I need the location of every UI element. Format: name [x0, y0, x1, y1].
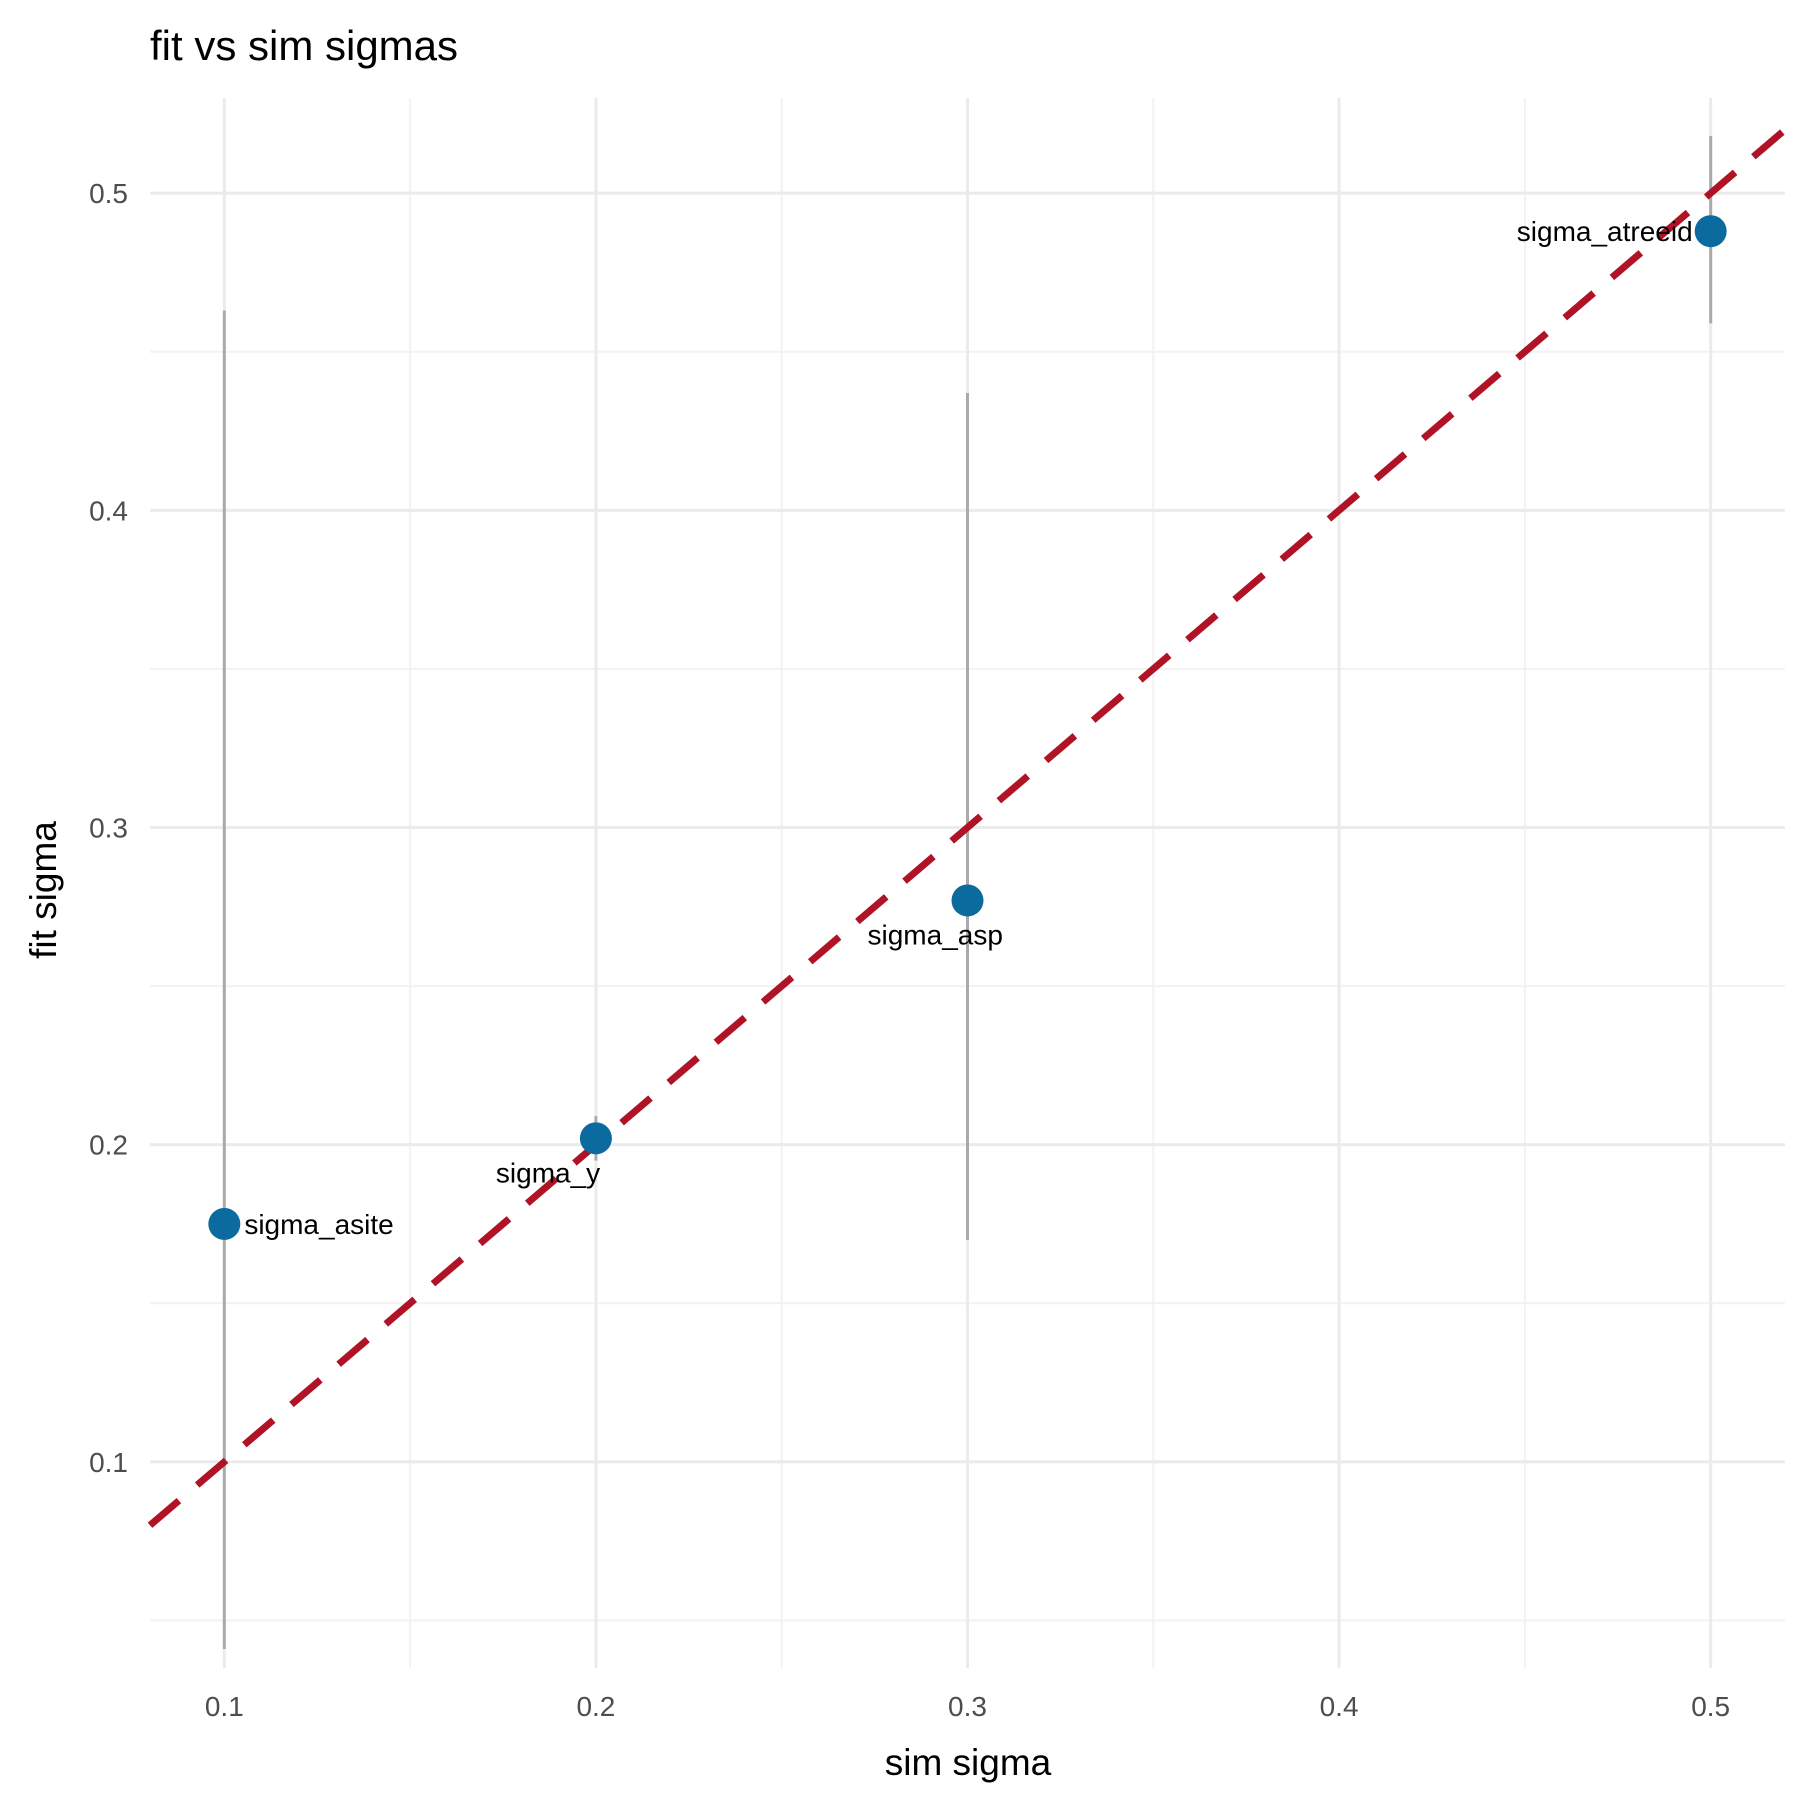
y-tick-label: 0.3: [89, 812, 128, 843]
data-point: [951, 884, 984, 917]
x-axis-title: sim sigma: [885, 1742, 1052, 1783]
point-layer: [208, 215, 1727, 1240]
tick-label-layer: 0.1 0.2 0.3 0.4 0.5 0.1 0.2 0.3 0.4 0.5: [89, 178, 1730, 1722]
y-tick-label: 0.2: [89, 1130, 128, 1161]
point-label: sigma_y: [496, 1157, 600, 1188]
y-tick-label: 0.5: [89, 178, 128, 209]
x-tick-label: 0.2: [576, 1691, 615, 1722]
point-label: sigma_atreeid: [1517, 216, 1693, 247]
x-tick-label: 0.1: [205, 1691, 244, 1722]
y-tick-label: 0.4: [89, 495, 128, 526]
data-point: [1694, 215, 1727, 248]
chart-title: fit vs sim sigmas: [150, 22, 458, 69]
x-tick-label: 0.3: [948, 1691, 987, 1722]
reference-line-layer: [147, 127, 1788, 1528]
point-label: sigma_asite: [244, 1209, 393, 1240]
y-axis-title: fit sigma: [23, 821, 64, 959]
x-tick-label: 0.4: [1320, 1691, 1359, 1722]
identity-reference-line: [147, 127, 1788, 1528]
data-point: [579, 1122, 612, 1155]
point-label: sigma_asp: [868, 919, 1003, 950]
y-tick-label: 0.1: [89, 1447, 128, 1478]
x-tick-label: 0.5: [1691, 1691, 1730, 1722]
point-label-layer: sigma_asite sigma_y sigma_asp sigma_atreeid: [244, 216, 1692, 1240]
data-point: [208, 1207, 241, 1240]
